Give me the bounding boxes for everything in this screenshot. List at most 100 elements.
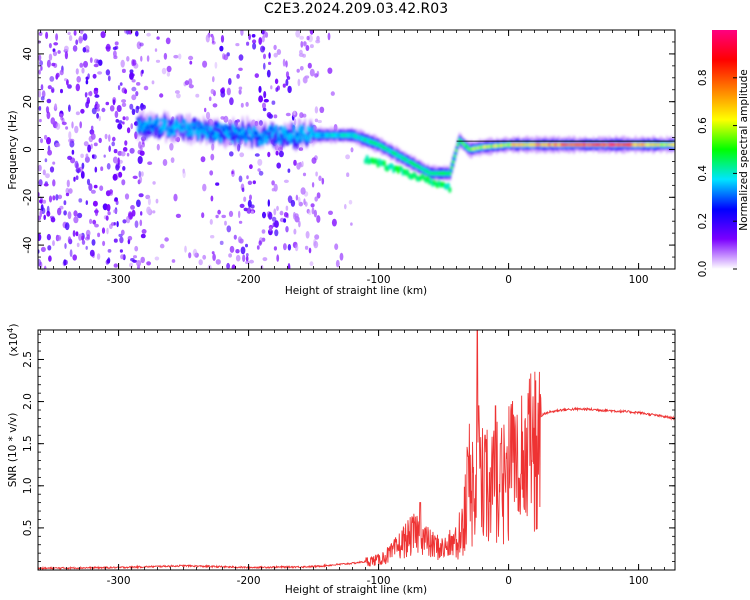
ridge-cell xyxy=(263,132,266,138)
ridge-cell xyxy=(266,129,269,133)
spectrogram-data xyxy=(38,30,675,269)
noise-blob xyxy=(240,102,244,108)
noise-blob xyxy=(316,35,320,42)
snr-scale-note: (x104) xyxy=(6,324,20,357)
noise-blob xyxy=(116,221,119,228)
noise-blob xyxy=(113,149,118,154)
noise-blob xyxy=(212,103,218,108)
noise-blob xyxy=(335,259,340,268)
ridge-cell xyxy=(295,131,299,137)
noise-blob xyxy=(339,252,344,261)
ridge-branch-cell xyxy=(446,182,450,189)
noise-blob xyxy=(258,95,263,103)
noise-blob xyxy=(273,183,278,192)
noise-blob xyxy=(261,36,265,43)
noise-blob xyxy=(238,89,242,95)
noise-blob xyxy=(262,211,266,219)
noise-blob xyxy=(251,34,256,38)
noise-blob xyxy=(117,123,123,130)
noise-blob xyxy=(267,151,271,158)
noise-blob xyxy=(200,156,206,163)
noise-blob xyxy=(96,103,100,109)
noise-blob xyxy=(238,54,244,61)
noise-blob xyxy=(274,220,279,228)
noise-blob xyxy=(51,62,56,67)
y-tick-label: 1.5 xyxy=(22,435,34,452)
noise-blob xyxy=(113,238,118,243)
noise-blob xyxy=(238,175,243,183)
noise-blob xyxy=(112,99,116,106)
noise-blob xyxy=(40,246,46,253)
noise-blob xyxy=(135,30,139,37)
noise-blob xyxy=(245,243,248,248)
noise-blob xyxy=(112,46,117,51)
noise-blob xyxy=(283,243,287,251)
noise-blob xyxy=(81,235,84,241)
noise-blob xyxy=(249,259,254,264)
noise-blob xyxy=(345,154,350,160)
noise-blob xyxy=(68,35,73,41)
noise-blob xyxy=(113,209,118,214)
noise-blob xyxy=(96,107,100,112)
noise-blob xyxy=(294,244,299,252)
noise-blob xyxy=(271,180,275,186)
noise-blob xyxy=(42,199,47,204)
noise-blob xyxy=(53,42,59,46)
noise-blob xyxy=(223,54,229,61)
noise-blob xyxy=(138,193,144,198)
noise-blob xyxy=(245,101,249,107)
noise-blob xyxy=(265,32,269,38)
ridge-cell xyxy=(147,125,151,130)
noise-blob xyxy=(100,166,104,171)
ridge-cell xyxy=(297,127,301,132)
noise-blob xyxy=(108,145,111,152)
ridge-cell xyxy=(141,121,145,126)
noise-blob xyxy=(107,249,112,253)
noise-blob xyxy=(293,110,296,116)
noise-blob xyxy=(231,264,236,269)
noise-blob xyxy=(134,131,138,140)
noise-blob xyxy=(143,85,149,91)
ridge-cell xyxy=(220,125,224,129)
ridge-cell xyxy=(277,129,280,139)
noise-blob xyxy=(188,55,194,61)
noise-blob xyxy=(38,31,43,36)
noise-blob xyxy=(120,151,126,157)
noise-blob xyxy=(327,32,331,41)
noise-blob xyxy=(93,87,99,95)
ridge-cell xyxy=(456,143,460,147)
noise-blob xyxy=(113,50,117,58)
noise-blob xyxy=(55,142,61,148)
noise-blob xyxy=(346,172,350,177)
ridge-cell xyxy=(311,125,315,131)
noise-blob xyxy=(40,65,43,71)
x-tick-label: 0 xyxy=(505,575,512,587)
noise-blob xyxy=(127,235,133,241)
noise-blob xyxy=(92,200,98,207)
noise-blob xyxy=(146,32,151,37)
noise-blob xyxy=(299,112,304,119)
noise-blob xyxy=(101,227,106,234)
noise-blob xyxy=(243,196,247,202)
noise-blob xyxy=(49,166,55,173)
noise-blob xyxy=(192,248,198,257)
noise-blob xyxy=(236,73,240,79)
noise-blob xyxy=(134,220,139,228)
noise-blob xyxy=(245,255,249,262)
noise-blob xyxy=(276,205,279,211)
x-tick-label: -300 xyxy=(107,575,131,587)
noise-blob xyxy=(85,245,88,250)
noise-blob xyxy=(43,265,47,269)
noise-blob xyxy=(64,259,68,266)
noise-blob xyxy=(119,236,124,244)
noise-blob xyxy=(271,216,277,222)
ridge-cell xyxy=(138,129,142,134)
noise-blob xyxy=(287,244,292,251)
colorbar-gradient xyxy=(712,30,737,269)
noise-blob xyxy=(129,103,134,110)
noise-blob xyxy=(250,210,254,214)
noise-blob xyxy=(48,195,53,203)
noise-blob xyxy=(55,194,59,201)
noise-blob xyxy=(294,215,300,223)
